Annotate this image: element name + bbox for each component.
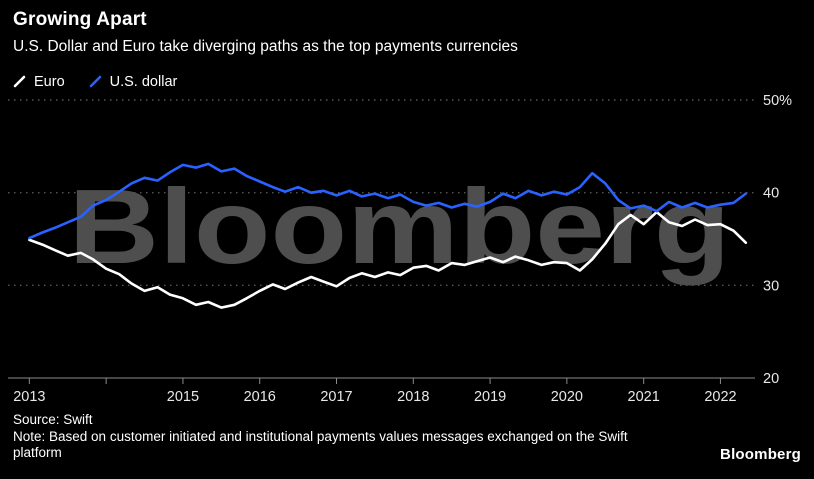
- x-tick-label: 2016: [244, 389, 276, 405]
- x-tick-label: 2017: [320, 389, 352, 405]
- watermark-text: Bloomberg: [69, 168, 731, 286]
- y-tick-label: 50%: [763, 93, 792, 109]
- legend: Euro U.S. dollar: [13, 74, 177, 90]
- note-text: Note: Based on customer initiated and in…: [13, 429, 628, 461]
- y-tick-label: 30: [763, 278, 779, 294]
- x-tick-label: 2018: [397, 389, 429, 405]
- x-tick-label: 2013: [13, 389, 45, 405]
- series-line-euro: [28, 210, 748, 309]
- chart-subtitle: U.S. Dollar and Euro take diverging path…: [13, 38, 518, 55]
- x-tick-label: 2022: [704, 389, 736, 405]
- x-tick-label: 2020: [551, 389, 583, 405]
- source-text: Source: Swift: [13, 412, 93, 427]
- y-tick-label: 40: [763, 186, 779, 202]
- series-line-u-s-dollar: [28, 162, 748, 240]
- bloomberg-logo: Bloomberg: [720, 446, 801, 463]
- x-tick-label: 2021: [628, 389, 660, 405]
- legend-marker-u-s-dollar-icon: [89, 75, 101, 88]
- y-tick-label: 20: [763, 371, 779, 387]
- legend-item-euro: Euro: [13, 74, 65, 90]
- legend-label: U.S. dollar: [109, 74, 178, 90]
- x-tick-label: 2019: [474, 389, 506, 405]
- legend-label: Euro: [34, 74, 65, 90]
- chart-title: Growing Apart: [13, 9, 147, 30]
- legend-marker-euro-icon: [13, 75, 26, 88]
- x-tick-label: 2015: [167, 389, 199, 405]
- legend-item-u-s-dollar: U.S. dollar: [89, 74, 178, 90]
